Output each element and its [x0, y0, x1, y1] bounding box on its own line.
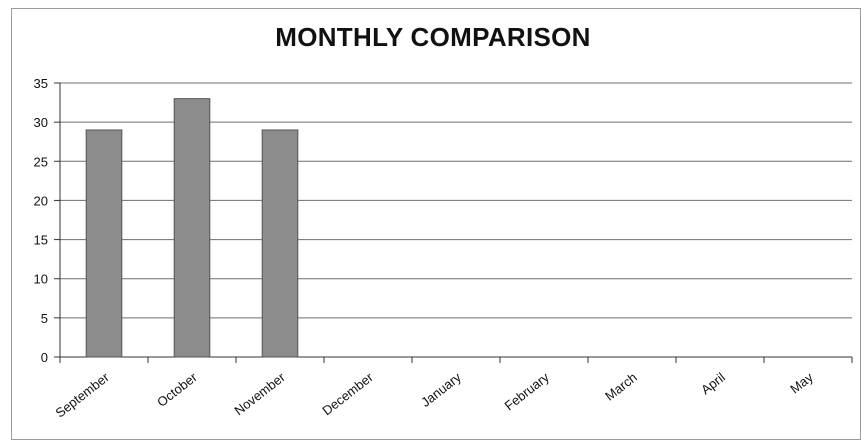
y-tick-label: 35 — [34, 76, 48, 91]
y-tick-labels: 0 5 10 15 20 25 30 35 — [34, 76, 48, 365]
bar-november — [261, 129, 299, 358]
x-tick-labels: September October November December January F… — [52, 369, 816, 420]
x-tick-label: October — [154, 369, 200, 410]
bar-september — [85, 129, 123, 358]
x-tick-label: April — [698, 369, 728, 397]
y-tick-label: 0 — [41, 350, 48, 365]
x-tick-label: March — [602, 370, 640, 404]
y-tick-label: 20 — [34, 193, 48, 208]
y-tick-label: 15 — [34, 233, 48, 248]
bar-october — [173, 98, 211, 358]
x-tick-label: December — [319, 369, 376, 418]
x-tick-label: September — [52, 369, 112, 420]
x-tick-label: January — [418, 369, 464, 410]
chart-frame — [11, 8, 861, 440]
x-tick-label: November — [231, 369, 288, 418]
y-tick-label: 10 — [34, 272, 48, 287]
y-tick-label: 25 — [34, 154, 48, 169]
chart-title: MONTHLY COMPARISON — [275, 22, 591, 52]
x-tick-label: May — [787, 369, 816, 396]
x-tick-label: February — [502, 369, 553, 413]
y-tick-label: 5 — [41, 311, 48, 326]
y-tick-label: 30 — [34, 115, 48, 130]
bars — [85, 98, 299, 358]
